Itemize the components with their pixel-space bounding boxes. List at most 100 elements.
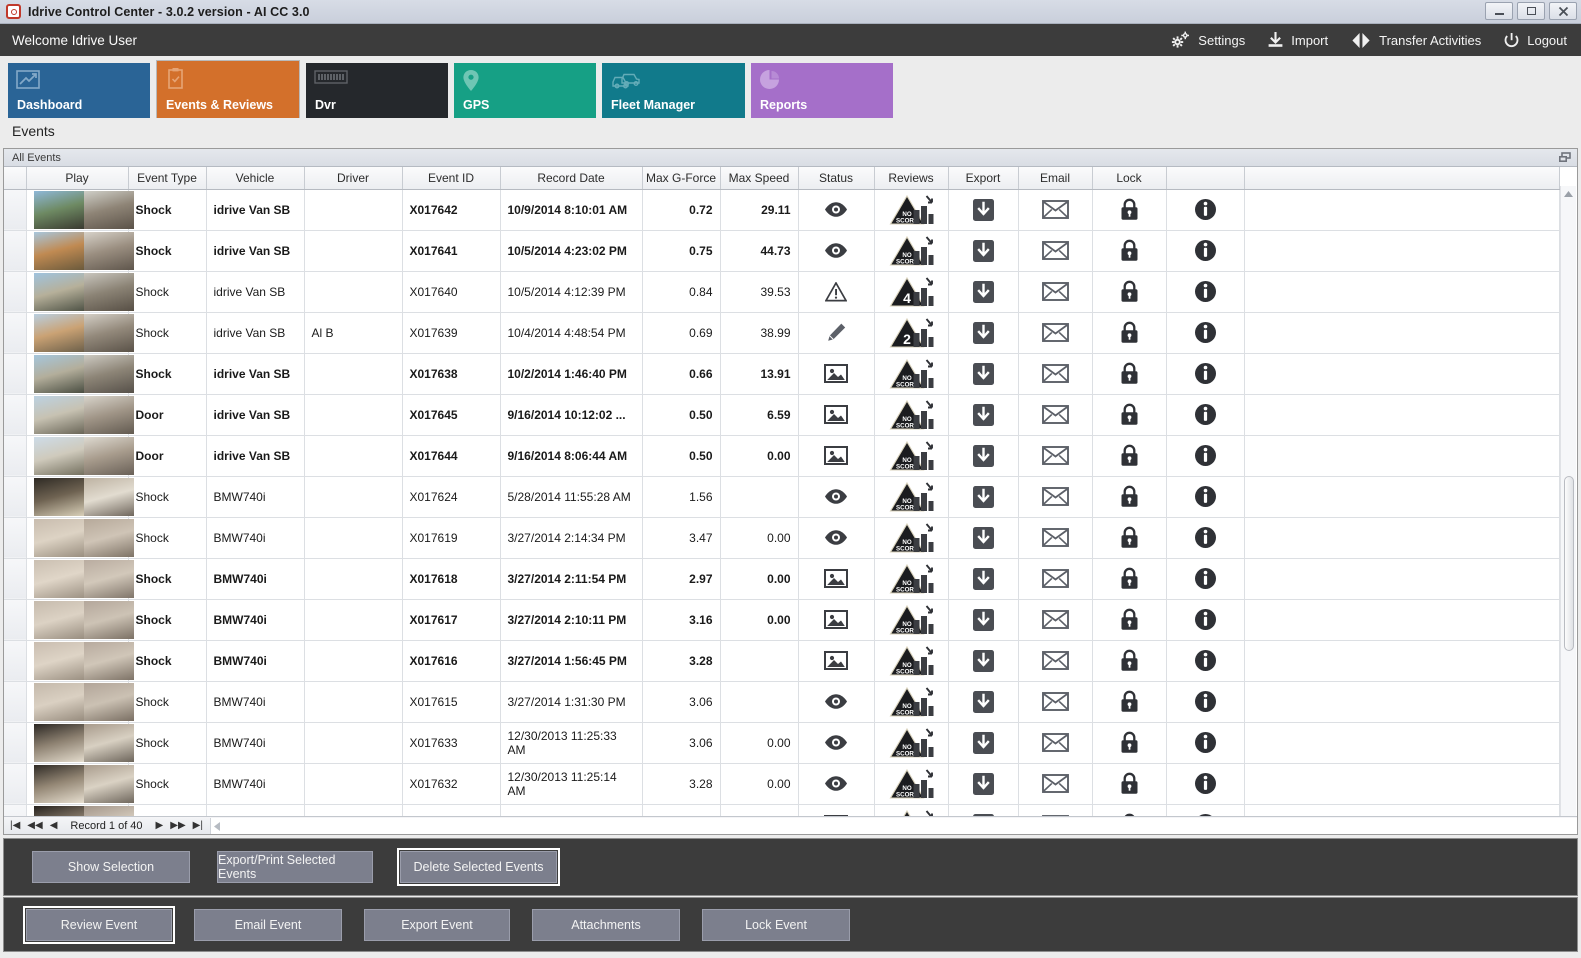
cell-export[interactable] xyxy=(948,722,1019,764)
cell-status[interactable] xyxy=(798,230,875,272)
table-row[interactable]: Shock BMW740i X017617 3/27/2014 2:10:11 PM 3… xyxy=(4,599,1560,641)
email-icon[interactable] xyxy=(1041,692,1069,711)
settings-menu-item[interactable]: Settings xyxy=(1169,31,1245,49)
cell-info[interactable] xyxy=(1166,394,1245,436)
info-icon[interactable] xyxy=(1194,485,1217,508)
lock-icon[interactable] xyxy=(1120,567,1139,590)
cell-status[interactable] xyxy=(798,394,875,436)
info-icon[interactable] xyxy=(1194,403,1217,426)
cell-play[interactable] xyxy=(26,599,134,641)
email-icon[interactable] xyxy=(1041,200,1069,219)
cell-info[interactable] xyxy=(1166,476,1245,518)
lock-icon[interactable] xyxy=(1120,690,1139,713)
thumbnail-front-camera[interactable] xyxy=(33,600,84,639)
cell-export[interactable] xyxy=(948,681,1019,723)
info-icon[interactable] xyxy=(1194,198,1217,221)
header-email[interactable]: Email xyxy=(1018,167,1093,190)
cell-export[interactable] xyxy=(948,599,1019,641)
cell-info[interactable] xyxy=(1166,517,1245,559)
cell-export[interactable] xyxy=(948,640,1019,682)
cell-lock[interactable] xyxy=(1092,189,1167,231)
thumbnail-cabin-camera[interactable] xyxy=(83,641,134,680)
header-export[interactable]: Export xyxy=(948,167,1019,190)
row-select-cell[interactable] xyxy=(4,599,27,641)
image-icon[interactable] xyxy=(824,364,848,383)
export-icon[interactable] xyxy=(972,772,995,796)
info-icon[interactable] xyxy=(1194,608,1217,631)
row-select-cell[interactable] xyxy=(4,353,27,395)
info-icon[interactable] xyxy=(1194,649,1217,672)
cell-lock[interactable] xyxy=(1092,271,1167,313)
row-select-cell[interactable] xyxy=(4,476,27,518)
cell-info[interactable] xyxy=(1166,230,1245,272)
cell-lock[interactable] xyxy=(1092,599,1167,641)
cell-lock[interactable] xyxy=(1092,517,1167,559)
cell-status[interactable] xyxy=(798,599,875,641)
import-menu-item[interactable]: Import xyxy=(1267,31,1328,49)
thumbnail-front-camera[interactable] xyxy=(33,723,84,762)
cell-lock[interactable] xyxy=(1092,312,1167,354)
tab-fleet-manager[interactable]: Fleet Manager xyxy=(602,63,745,118)
cell-info[interactable] xyxy=(1166,722,1245,764)
thumbnail-cabin-camera[interactable] xyxy=(83,559,134,598)
row-select-cell[interactable] xyxy=(4,312,27,354)
event-thumbnails[interactable] xyxy=(33,477,134,516)
lock-icon[interactable] xyxy=(1120,321,1139,344)
table-row[interactable]: Shock BMW740i X017619 3/27/2014 2:14:34 PM 3… xyxy=(4,517,1560,559)
info-icon[interactable] xyxy=(1194,526,1217,549)
cell-status[interactable] xyxy=(798,763,875,805)
cell-status[interactable] xyxy=(798,271,875,313)
cell-info[interactable] xyxy=(1166,189,1245,231)
event-thumbnails[interactable] xyxy=(33,231,134,270)
email-icon[interactable] xyxy=(1041,733,1069,752)
cell-export[interactable] xyxy=(948,517,1019,559)
maximize-button[interactable] xyxy=(1517,2,1545,20)
image-icon[interactable] xyxy=(824,610,848,629)
thumbnail-front-camera[interactable] xyxy=(33,313,84,352)
cell-play[interactable] xyxy=(26,312,134,354)
cell-export[interactable] xyxy=(948,394,1019,436)
row-select-cell[interactable] xyxy=(4,271,27,313)
scrollbar-thumb[interactable] xyxy=(1564,476,1574,651)
header-select[interactable] xyxy=(4,167,27,190)
cell-info[interactable] xyxy=(1166,558,1245,600)
thumbnail-front-camera[interactable] xyxy=(33,559,84,598)
cell-export[interactable] xyxy=(948,189,1019,231)
export-icon[interactable] xyxy=(972,731,995,755)
cell-play[interactable] xyxy=(26,640,134,682)
cell-status[interactable] xyxy=(798,681,875,723)
eye-icon[interactable] xyxy=(824,693,848,710)
cell-email[interactable] xyxy=(1018,435,1093,477)
export-print-selected-events-button[interactable]: Export/Print Selected Events xyxy=(217,851,373,883)
show-selection-button[interactable]: Show Selection xyxy=(32,851,190,883)
cell-info[interactable] xyxy=(1166,271,1245,313)
header-max-gforce[interactable]: Max G-Force xyxy=(642,167,721,190)
cell-email[interactable] xyxy=(1018,763,1093,805)
cell-email[interactable] xyxy=(1018,312,1093,354)
cell-status[interactable] xyxy=(798,353,875,395)
pencil-icon[interactable] xyxy=(826,322,847,343)
eye-icon[interactable] xyxy=(824,201,848,218)
header-lock[interactable]: Lock xyxy=(1092,167,1167,190)
cell-export[interactable] xyxy=(948,558,1019,600)
cell-info[interactable] xyxy=(1166,681,1245,723)
email-icon[interactable] xyxy=(1041,651,1069,670)
lock-icon[interactable] xyxy=(1120,280,1139,303)
lock-icon[interactable] xyxy=(1120,772,1139,795)
thumbnail-front-camera[interactable] xyxy=(33,518,84,557)
info-icon[interactable] xyxy=(1194,731,1217,754)
nav-next-button[interactable]: ▶ xyxy=(155,819,164,831)
event-thumbnails[interactable] xyxy=(33,682,134,721)
header-driver[interactable]: Driver xyxy=(304,167,403,190)
cell-info[interactable] xyxy=(1166,353,1245,395)
cell-lock[interactable] xyxy=(1092,394,1167,436)
table-row[interactable]: Shock idrive Van SB X017642 10/9/2014 8:10:… xyxy=(4,189,1560,231)
